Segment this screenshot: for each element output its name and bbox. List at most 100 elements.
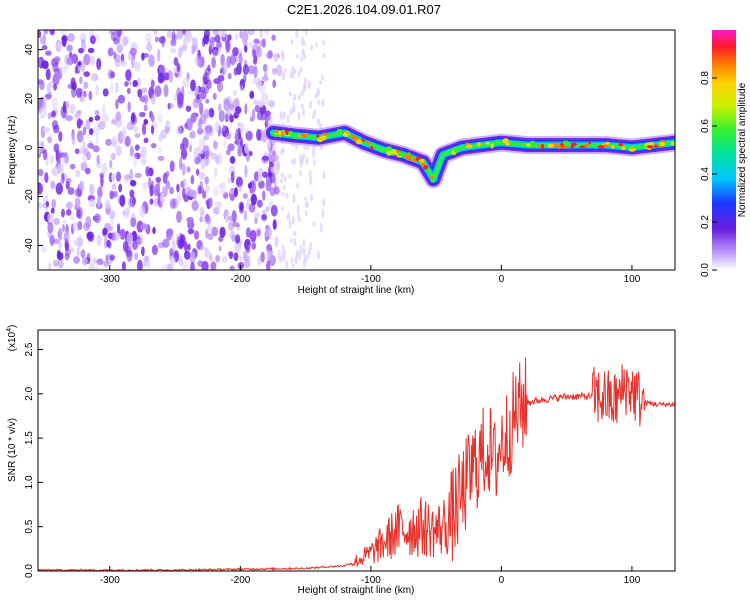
x-tick-label: -100 (361, 274, 381, 285)
noise-blob (214, 120, 220, 133)
noise-blob (46, 82, 51, 95)
noise-blob (169, 248, 174, 256)
trace-blob (570, 145, 574, 149)
noise-blob (312, 221, 316, 227)
noise-blob (44, 172, 49, 184)
snr-x-label: Height of straight line (km) (298, 585, 415, 596)
noise-blob (102, 103, 106, 117)
noise-blob (214, 34, 221, 43)
noise-blob (144, 32, 152, 44)
noise-blob (244, 128, 249, 134)
trace-blob (659, 141, 666, 147)
noise-blob (198, 138, 206, 148)
noise-blob (168, 70, 174, 83)
y-tick-label: -20 (24, 189, 35, 204)
noise-blob (176, 210, 182, 223)
noise-blob (288, 173, 292, 179)
noise-blob (322, 39, 326, 46)
noise-blob (286, 215, 290, 220)
noise-blob (196, 93, 201, 100)
noise-blob (213, 186, 219, 197)
noise-blob (95, 84, 99, 96)
noise-blob (88, 116, 94, 123)
noise-blob (298, 94, 302, 101)
noise-blob (47, 112, 52, 120)
noise-blob (169, 198, 176, 209)
trace-blob (366, 140, 371, 145)
noise-blob (53, 217, 60, 226)
noise-blob (113, 37, 119, 45)
noise-blob (249, 90, 255, 99)
spectrogram-frame (37, 29, 676, 271)
noise-blob (61, 34, 67, 47)
trace-blob (485, 141, 491, 145)
noise-blob (159, 65, 166, 74)
noise-blob (209, 39, 215, 51)
noise-blob (201, 210, 205, 216)
noise-blob (237, 261, 245, 270)
noise-blob (285, 259, 289, 270)
noise-blob (158, 36, 166, 44)
noise-blob (106, 239, 111, 248)
x-tick-label: -100 (361, 575, 381, 586)
noise-blob (161, 37, 165, 48)
colorbar-gradient (712, 30, 736, 270)
x-tick-label: 100 (624, 575, 641, 586)
noise-blob (62, 218, 67, 225)
noise-blob (163, 84, 169, 98)
y-tick-label: -40 (24, 238, 35, 253)
noise-blob (153, 30, 158, 36)
noise-blob (157, 49, 161, 62)
noise-blob (239, 85, 244, 92)
noise-blob (229, 113, 233, 123)
noise-blob (102, 227, 108, 236)
noise-blob (51, 97, 59, 111)
colorbar-tick-label: 0.0 (700, 263, 711, 277)
noise-blob (322, 52, 326, 59)
noise-blob (217, 152, 223, 166)
snr-panel: -300 -200 -100 0 100 0.0 0.5 1.0 1.5 2.0 2.5 Heig… (6, 325, 676, 596)
noise-blob (265, 114, 273, 125)
noise-blob (235, 106, 242, 114)
noise-blob (166, 228, 174, 237)
noise-blob (197, 185, 202, 195)
noise-blob (52, 259, 60, 267)
trace-blob (299, 134, 306, 138)
noise-blob (302, 109, 305, 116)
noise-blob (110, 152, 116, 161)
snr-x-ticks: -300 -200 -100 0 100 (100, 566, 641, 586)
noise-blob (228, 221, 235, 231)
noise-blob (297, 213, 301, 223)
trace-blob (562, 140, 570, 146)
noise-blob (109, 254, 116, 261)
noise-blob (238, 52, 243, 65)
noise-blob (249, 150, 253, 157)
noise-blob (282, 73, 286, 79)
noise-blob (245, 227, 251, 239)
noise-blob (113, 51, 117, 60)
noise-blob (199, 245, 205, 251)
noise-blob (266, 260, 271, 270)
y-tick-label: 0.5 (24, 519, 35, 533)
noise-blob (288, 218, 292, 229)
noise-blob (261, 38, 266, 48)
noise-blob (83, 126, 87, 136)
noise-blob (219, 226, 226, 238)
noise-blob (69, 51, 73, 58)
noise-blob (250, 193, 257, 206)
noise-blob (88, 128, 94, 136)
noise-blob (281, 147, 285, 154)
noise-blob (129, 47, 137, 56)
noise-blob (50, 207, 55, 214)
noise-blob (266, 249, 272, 262)
noise-blob (89, 35, 96, 45)
trace-blob (618, 143, 623, 147)
noise-blob (143, 104, 148, 112)
noise-blob (300, 56, 304, 62)
trace-blob (465, 144, 473, 149)
noise-blob (157, 155, 165, 161)
noise-blob (77, 65, 84, 72)
noise-blob (160, 129, 168, 139)
noise-blob (232, 47, 239, 57)
